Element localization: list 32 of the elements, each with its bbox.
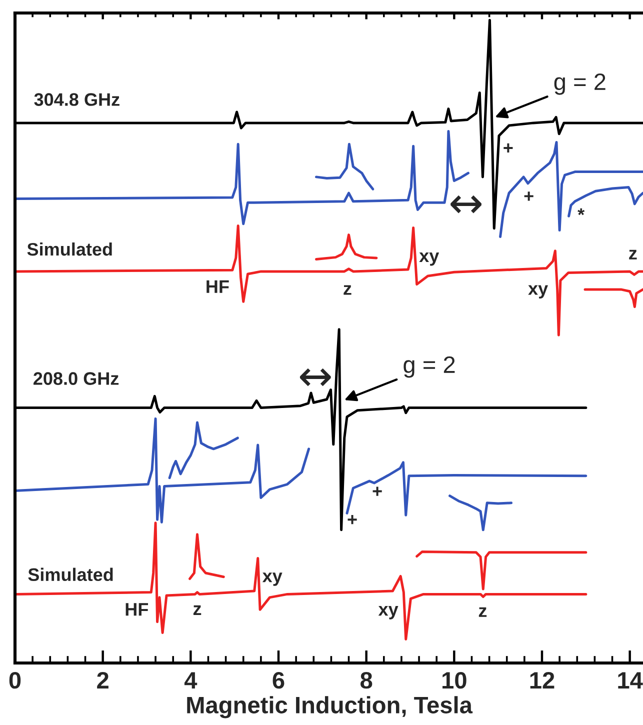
x-tick-label: 2 [97, 672, 108, 688]
x-tick-label: 14 [618, 672, 643, 688]
annotation: HF [206, 280, 229, 293]
annotation: xy [262, 572, 282, 586]
annotation: 208.0 GHz [34, 372, 119, 385]
x-tick-label: 10 [442, 672, 466, 689]
annotation: + [348, 514, 357, 524]
annotation: z [193, 605, 202, 615]
annotation: + [504, 143, 513, 153]
x-tick-label: 0 [9, 672, 21, 689]
annotation: Simulated [27, 242, 112, 256]
annotation: g = 2 [554, 73, 606, 95]
annotation: HF [126, 603, 148, 616]
annotation: z [629, 250, 637, 260]
annotation: + [524, 192, 534, 201]
annotation: + [372, 486, 382, 496]
annotation: * [578, 208, 585, 216]
annotation: Simulated [28, 568, 113, 582]
x-tick-label: 8 [360, 672, 372, 689]
annotation: 304.8 GHz [34, 93, 120, 106]
annotation: g = 2 [404, 356, 455, 378]
annotation: ↔ [450, 195, 482, 214]
annotation: ↔ [300, 368, 331, 386]
x-tick-label: 12 [530, 672, 554, 688]
annotation: z [478, 607, 487, 617]
x-axis-title: Magnetic Induction, Tesla [187, 696, 473, 718]
x-tick-label: 4 [184, 672, 198, 688]
annotation: xy [528, 285, 548, 299]
annotation: z [344, 285, 352, 295]
annotation: xy [378, 606, 398, 620]
annotation: xy [419, 252, 440, 266]
x-tick-label: 6 [272, 672, 284, 689]
